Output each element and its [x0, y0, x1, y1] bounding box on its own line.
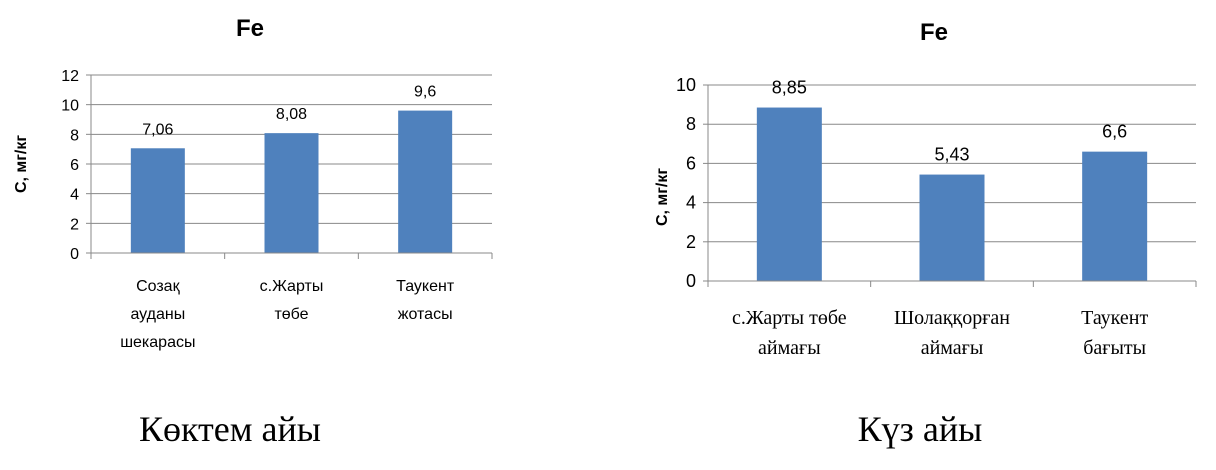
- x-tick-label: Шолаққорған аймағы: [894, 307, 1010, 359]
- bar: [756, 107, 822, 281]
- x-tick-label-line: Таукент: [396, 278, 455, 295]
- y-tick-label: 6: [686, 153, 696, 173]
- x-tick-label-line: жотасы: [398, 306, 453, 323]
- chart-title: Fe: [236, 15, 264, 42]
- x-tick-label-line: с.Жарты төбе: [732, 307, 847, 329]
- x-tick-label-line: аймағы: [758, 337, 821, 359]
- y-tick-label: 4: [70, 187, 79, 204]
- data-label: 7,06: [142, 121, 173, 138]
- bar: [919, 174, 985, 281]
- x-tick-label: Таукент жотасы: [396, 278, 455, 323]
- x-tick-label-line: Созақ: [136, 278, 181, 295]
- data-label: 9,6: [414, 84, 436, 101]
- caption-autumn: Күз айы: [857, 409, 983, 449]
- y-axis-label: С, мг/кг: [13, 135, 30, 193]
- y-tick-label: 10: [676, 75, 696, 95]
- x-tick-label-line: Шолаққорған: [894, 307, 1010, 329]
- x-tick-label-line: бағыты: [1083, 337, 1146, 359]
- bar: [1082, 151, 1148, 281]
- x-tick-label: с.Жарты төбе: [260, 278, 324, 323]
- x-tick-label-line: ауданы: [130, 306, 185, 323]
- x-tick-label: Таукент бағыты: [1081, 307, 1148, 359]
- x-tick-label: с.Жарты төбе аймағы: [732, 307, 847, 359]
- y-tick-label: 12: [61, 68, 79, 85]
- x-tick-label-line: шекарасы: [120, 334, 195, 351]
- y-tick-label: 10: [61, 98, 79, 115]
- x-tick-label: Созақ ауданы шекарасы: [120, 278, 195, 351]
- data-label: 6,6: [1102, 122, 1127, 142]
- bar: [264, 133, 319, 253]
- data-label: 5,43: [934, 145, 969, 165]
- y-tick-label: 2: [686, 232, 696, 252]
- y-tick-label: 0: [70, 246, 79, 263]
- y-tick-label: 2: [70, 216, 79, 233]
- x-tick-label-line: аймағы: [921, 337, 984, 359]
- y-tick-label: 8: [686, 114, 696, 134]
- x-tick-label-line: Таукент: [1081, 307, 1148, 329]
- chart-title: Fe: [920, 19, 948, 46]
- caption-spring: Көктем айы: [139, 409, 321, 449]
- chart-right-svg: Fe С, мг/кг 0 2 4 6 8 10 8,85 с.Жарты төбе аймағ…: [654, 19, 1197, 359]
- chart-left: Fe С, мг/кг 0 2 4 6 8 10 12 7,06 Созақ ауданы шека…: [0, 0, 600, 400]
- y-axis-label: С, мг/кг: [654, 168, 671, 226]
- y-tick-label: 6: [70, 157, 79, 174]
- y-tick-label: 4: [686, 193, 696, 213]
- bar: [398, 110, 453, 253]
- data-label: 8,08: [276, 106, 307, 123]
- chart-left-svg: Fe С, мг/кг 0 2 4 6 8 10 12 7,06 Созақ ауданы шека…: [13, 15, 493, 351]
- bar: [130, 148, 185, 253]
- x-tick-label-line: төбе: [274, 306, 308, 323]
- data-label: 8,85: [772, 78, 807, 98]
- chart-right: Fe С, мг/кг 0 2 4 6 8 10 8,85 с.Жарты төбе аймағ…: [600, 0, 1216, 400]
- y-tick-label: 8: [70, 127, 79, 144]
- y-tick-label: 0: [686, 271, 696, 291]
- x-tick-label-line: с.Жарты: [260, 278, 324, 295]
